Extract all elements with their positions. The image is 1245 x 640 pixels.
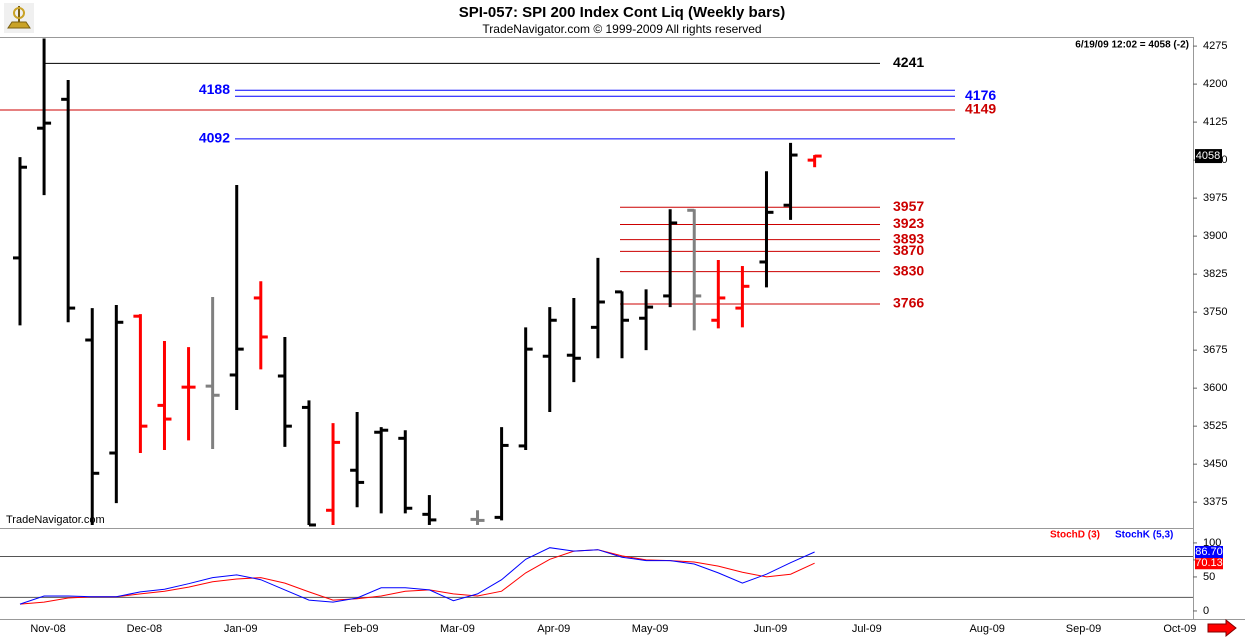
logo bbox=[4, 3, 34, 33]
value-label-box bbox=[1195, 545, 1223, 558]
x-tick-label: Apr-09 bbox=[537, 623, 570, 635]
last-price-label: 4058 bbox=[1196, 150, 1220, 162]
y-tick-label: 3675 bbox=[1203, 344, 1227, 356]
value-label-box bbox=[1195, 557, 1223, 570]
legend-entry: StochK (5,3) bbox=[1115, 530, 1173, 541]
y-tick-label: 3750 bbox=[1203, 306, 1227, 318]
level-label: 4241 bbox=[893, 54, 924, 70]
y-tick-label: 4275 bbox=[1203, 40, 1227, 52]
level-label: 3957 bbox=[893, 198, 924, 214]
chart-title: SPI-057: SPI 200 Index Cont Liq (Weekly … bbox=[459, 4, 786, 21]
x-tick-label: Sep-09 bbox=[1066, 623, 1101, 635]
y-tick-label: 50 bbox=[1203, 571, 1215, 583]
timestamp: 6/19/09 12:02 = 4058 (-2) bbox=[1075, 40, 1189, 51]
stoch-line bbox=[19, 549, 815, 605]
value-label: 70.13 bbox=[1195, 557, 1223, 569]
y-tick-label: 4200 bbox=[1203, 78, 1227, 90]
y-tick-label: 3825 bbox=[1203, 268, 1227, 280]
stoch-line bbox=[19, 547, 815, 605]
y-tick-label: 3450 bbox=[1203, 458, 1227, 470]
x-tick-label: Nov-08 bbox=[30, 623, 65, 635]
level-label: 4188 bbox=[199, 81, 230, 97]
level-label: 4092 bbox=[199, 130, 230, 146]
y-tick-label: 3525 bbox=[1203, 420, 1227, 432]
y-tick-label: 100 bbox=[1203, 537, 1221, 549]
x-tick-label: Oct-09 bbox=[1163, 623, 1196, 635]
y-tick-label: 3375 bbox=[1203, 496, 1227, 508]
watermark: TradeNavigator.com bbox=[6, 514, 105, 526]
value-label: 86.70 bbox=[1195, 546, 1223, 558]
level-label: 3923 bbox=[893, 215, 924, 231]
x-tick-label: Jan-09 bbox=[224, 623, 258, 635]
x-tick-label: Feb-09 bbox=[344, 623, 379, 635]
chart-subtitle: TradeNavigator.com © 1999-2009 All right… bbox=[482, 22, 761, 36]
x-tick-label: Jun-09 bbox=[754, 623, 788, 635]
last-price-box bbox=[1195, 149, 1222, 164]
scroll-arrow[interactable] bbox=[1207, 618, 1237, 638]
x-tick-label: Aug-09 bbox=[969, 623, 1004, 635]
y-tick-label: 3600 bbox=[1203, 382, 1227, 394]
level-label: 3870 bbox=[893, 242, 924, 258]
x-tick-label: Dec-08 bbox=[127, 623, 162, 635]
x-tick-label: Mar-09 bbox=[440, 623, 475, 635]
x-tick-label: Jul-09 bbox=[852, 623, 882, 635]
y-tick-label: 3975 bbox=[1203, 192, 1227, 204]
y-tick-label: 3900 bbox=[1203, 230, 1227, 242]
x-tick-label: May-09 bbox=[632, 623, 669, 635]
level-label: 4149 bbox=[965, 101, 996, 117]
level-label: 3766 bbox=[893, 295, 924, 311]
legend-entry: StochD (3) bbox=[1050, 530, 1100, 541]
y-tick-label: 0 bbox=[1203, 605, 1209, 617]
level-label: 4176 bbox=[965, 87, 996, 103]
y-tick-label: 4125 bbox=[1203, 116, 1227, 128]
level-label: 3893 bbox=[893, 230, 924, 246]
level-label: 3830 bbox=[893, 262, 924, 278]
